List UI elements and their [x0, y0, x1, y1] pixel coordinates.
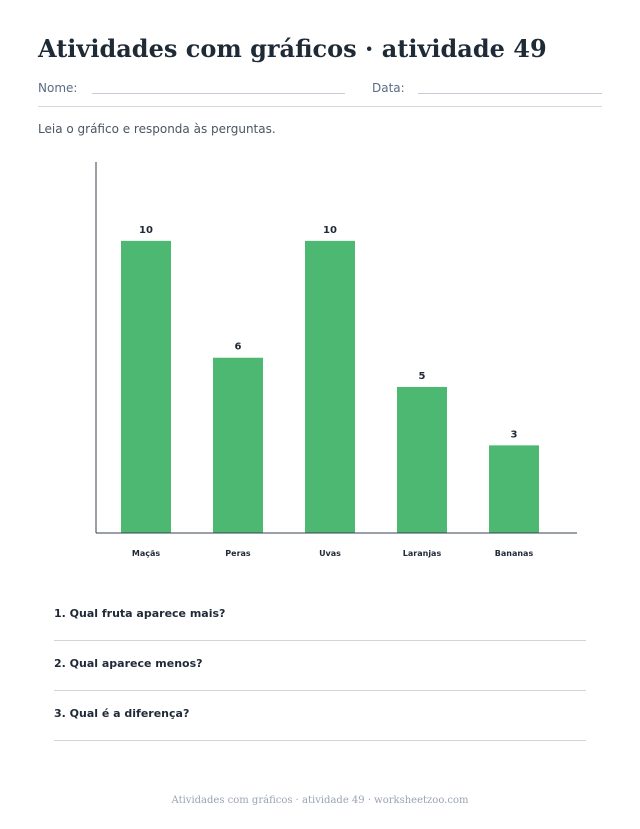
name-line[interactable] [92, 93, 345, 94]
bar-2 [305, 240, 355, 533]
category-label-3: Laranjas [403, 549, 442, 558]
answer-line-1[interactable] [54, 640, 586, 641]
instructions: Leia o gráfico e responda às perguntas. [38, 122, 276, 136]
bar-4 [489, 445, 539, 533]
category-label-4: Bananas [495, 549, 534, 558]
bar-3 [397, 386, 447, 533]
worksheet-title: Atividades com gráficos · atividade 49 [38, 34, 547, 63]
data-label-2: 10 [323, 225, 337, 236]
question-1: 1. Qual fruta aparece mais? [54, 607, 226, 620]
date-label: Data: [372, 81, 405, 95]
header-divider [38, 106, 602, 107]
category-label-1: Peras [225, 549, 251, 558]
data-label-3: 5 [419, 371, 426, 382]
bar-1 [213, 357, 263, 533]
category-label-0: Maçãs [132, 549, 161, 558]
answer-line-3[interactable] [54, 740, 586, 741]
data-label-4: 3 [511, 429, 518, 440]
question-3: 3. Qual é a diferença? [54, 707, 190, 720]
question-2: 2. Qual aparece menos? [54, 657, 203, 670]
answer-line-2[interactable] [54, 690, 586, 691]
category-label-2: Uvas [319, 549, 341, 558]
name-label: Nome: [38, 81, 78, 95]
bar-0 [121, 240, 171, 533]
date-line[interactable] [418, 93, 602, 94]
footer: Atividades com gráficos · atividade 49 ·… [171, 795, 469, 806]
data-label-1: 6 [235, 342, 242, 353]
bars-group: 10 Maçãs 6 Peras 10 Uvas 5 Laranjas 3 Bananas [121, 225, 539, 558]
bar-chart: 10 Maçãs 6 Peras 10 Uvas 5 Laranjas 3 Bananas [95, 162, 577, 558]
data-label-0: 10 [139, 225, 153, 236]
